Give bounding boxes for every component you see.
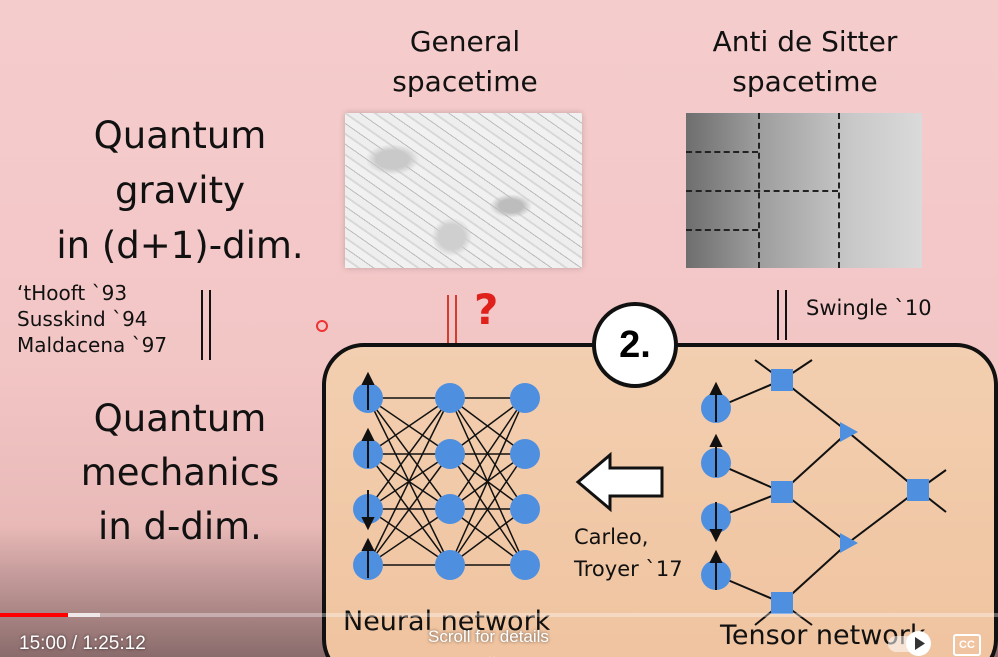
tn-tensor: [907, 479, 929, 501]
general-spacetime-title: General spacetime: [345, 22, 585, 102]
network-panel: [322, 343, 998, 657]
nn-node: [435, 383, 465, 413]
marble-spacetime-image: [345, 113, 582, 268]
neural-network-label: Neural network: [343, 606, 551, 637]
up-arrow-icon: [361, 371, 375, 385]
chevron-down-icon[interactable]: ⌄: [486, 647, 498, 657]
ads-dashed-line: [838, 113, 840, 268]
swingle-reference: Swingle `10: [806, 296, 932, 320]
nn-node: [435, 550, 465, 580]
ads-grid-image: [686, 113, 922, 268]
autoplay-toggle-knob[interactable]: [906, 631, 931, 656]
scroll-for-details[interactable]: Scroll for details: [428, 627, 549, 646]
equivalence-bars-right: [777, 290, 787, 340]
progress-bar[interactable]: [0, 613, 998, 617]
ads-dashed-line: [686, 229, 758, 231]
left-arrow-icon: [575, 451, 664, 513]
quantum-gravity-text: Quantum gravity in (d+1)-dim.: [30, 108, 330, 273]
ads-dashed-line: [686, 190, 838, 192]
qg-line-1: Quantum: [93, 114, 267, 157]
down-arrow-icon: [709, 529, 723, 543]
gen-line-2: spacetime: [392, 65, 538, 98]
nn-node: [510, 383, 540, 413]
nn-node: [510, 439, 540, 469]
tn-tensor: [771, 481, 793, 503]
progress-played: [0, 613, 68, 617]
question-mark: ?: [474, 285, 499, 334]
tn-isometry: [840, 422, 858, 442]
ref-maldacena: Maldacena `97: [17, 333, 168, 357]
equivalence-bars-left: [201, 290, 211, 360]
gen-line-1: General: [409, 25, 521, 58]
cursor-dot: [316, 320, 328, 332]
references-list: ‘tHooft `93 Susskind `94 Maldacena `97: [17, 280, 167, 358]
nn-nodes: [353, 383, 540, 580]
nn-node: [435, 439, 465, 469]
nn-node: [510, 494, 540, 524]
down-arrow-icon: [361, 517, 375, 531]
tn-spin-arrows: [709, 381, 723, 590]
up-arrow-icon: [709, 381, 723, 395]
ads-line-2: spacetime: [732, 65, 878, 98]
up-arrow-icon: [709, 433, 723, 447]
tn-tensor: [771, 369, 793, 391]
ads-dashed-line: [686, 151, 758, 153]
tn-tensor: [771, 592, 793, 614]
quantum-mechanics-text: Quantum mechanics in d-dim.: [30, 392, 330, 554]
carleo-troyer-reference: Carleo, Troyer `17: [574, 521, 683, 585]
up-arrow-icon: [361, 537, 375, 551]
carleo-line-2: Troyer `17: [574, 557, 683, 581]
qg-line-2: gravity: [115, 169, 245, 212]
ref-thooft: ‘tHooft `93: [17, 281, 128, 305]
section-badge: 2.: [592, 302, 678, 388]
qm-line-3: in d-dim.: [98, 505, 262, 548]
up-arrow-icon: [709, 549, 723, 563]
nn-node: [510, 550, 540, 580]
qm-line-2: mechanics: [80, 451, 280, 494]
closed-captions-icon[interactable]: CC: [953, 634, 981, 656]
carleo-line-1: Carleo,: [574, 525, 649, 549]
ref-susskind: Susskind `94: [17, 307, 148, 331]
spin-arrows: [361, 371, 375, 578]
equivalence-bars-middle: [447, 295, 457, 345]
ads-line-1: Anti de Sitter: [712, 25, 898, 58]
nn-node: [435, 494, 465, 524]
time-display: 15:00 / 1:25:12: [19, 633, 146, 654]
qm-line-1: Quantum: [93, 397, 267, 440]
qg-line-3: in (d+1)-dim.: [56, 224, 304, 267]
tn-isometry: [840, 533, 858, 553]
nn-edges: [367, 397, 526, 566]
up-arrow-icon: [361, 427, 375, 441]
anti-de-sitter-title: Anti de Sitter spacetime: [690, 22, 920, 102]
